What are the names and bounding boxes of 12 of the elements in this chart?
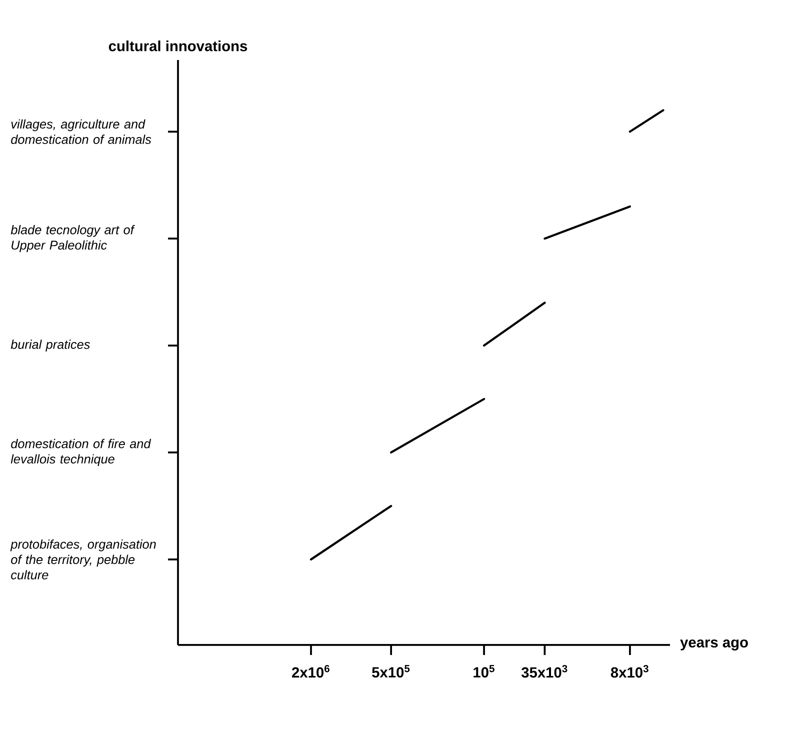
x-tick-label: 2x10$^{6}$ [292, 665, 330, 678]
x-tick-label: 5x10$^{5}$ [372, 665, 410, 678]
text: villages, agriculture and domestication of animals [11, 119, 152, 144]
x-axis-title: years ago [680, 639, 748, 650]
text: burial pratices [10, 340, 90, 352]
x-tick-label: 8x10$^{3}$ [610, 665, 648, 678]
x-tick-label: 35x10$^{3}$ [521, 665, 568, 678]
y-axis-title: cultural innovations [108, 40, 248, 52]
text: protobifaces, organisation of the territory, pebble culture [10, 539, 156, 580]
text: blade tecnology art of Upper Paleolithic [10, 225, 135, 252]
text: domestication of fire and levallois technique [10, 438, 152, 466]
x-tick-label: 10$^{5}$ [474, 665, 494, 678]
